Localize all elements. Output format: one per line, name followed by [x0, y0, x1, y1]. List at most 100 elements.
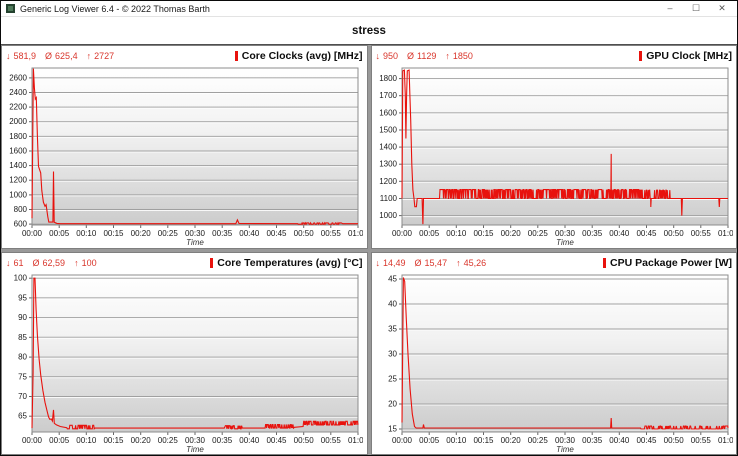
stat-max: 1850: [452, 51, 473, 61]
svg-text:800: 800: [14, 205, 28, 214]
svg-text:95: 95: [18, 293, 27, 302]
svg-text:00:25: 00:25: [527, 436, 548, 445]
chart-stats: ↓ 581,9 Ø 625,4 ↑ 2727: [6, 51, 123, 61]
chart-header: ↓ 61 Ø 62,59 ↑ 100 Core Temperatures (av…: [6, 255, 363, 271]
chart-header: ↓ 950 Ø 1129 ↑ 1850 GPU Clock [MHz]: [376, 48, 733, 64]
stat-min: 14,49: [383, 257, 406, 268]
stat-avg: 1129: [417, 51, 437, 61]
svg-text:00:50: 00:50: [294, 229, 315, 238]
chart-title: Core Clocks (avg) [MHz]: [241, 50, 363, 62]
svg-text:100: 100: [14, 273, 28, 282]
svg-text:00:40: 00:40: [239, 436, 260, 445]
svg-text:00:10: 00:10: [446, 436, 467, 445]
svg-text:00:50: 00:50: [663, 229, 684, 238]
maximize-button[interactable]: ☐: [691, 3, 701, 13]
svg-text:1500: 1500: [379, 126, 397, 135]
svg-text:2600: 2600: [9, 73, 27, 82]
svg-text:00:00: 00:00: [391, 229, 412, 238]
svg-text:1100: 1100: [379, 194, 397, 203]
svg-text:00:40: 00:40: [609, 229, 630, 238]
svg-text:00:50: 00:50: [663, 436, 684, 445]
svg-text:1600: 1600: [9, 147, 27, 156]
svg-text:00:55: 00:55: [690, 229, 711, 238]
min-arrow-icon: ↓: [375, 257, 381, 268]
svg-text:1200: 1200: [9, 176, 27, 185]
chart-header: ↓ 14,49 Ø 15,47 ↑ 45,26 CPU Package Powe…: [376, 255, 733, 271]
max-arrow-icon: ↑: [445, 51, 450, 61]
svg-text:00:45: 00:45: [636, 436, 657, 445]
svg-text:00:35: 00:35: [212, 229, 233, 238]
svg-text:00:40: 00:40: [609, 436, 630, 445]
stat-min: 581,9: [13, 51, 37, 61]
close-button[interactable]: ✕: [718, 3, 726, 13]
chart-plot-area: 15 20 25 30 35 40 45 00:00 00:05 00:10 00:15 00:20 0…: [376, 271, 733, 454]
window-controls: – ☐ ✕: [657, 1, 735, 16]
avg-icon: Ø: [414, 257, 422, 268]
min-arrow-icon: ↓: [375, 51, 381, 61]
svg-text:90: 90: [18, 313, 27, 322]
svg-text:00:00: 00:00: [391, 436, 412, 445]
svg-text:00:10: 00:10: [76, 229, 97, 238]
svg-text:00:40: 00:40: [239, 229, 260, 238]
svg-text:2000: 2000: [9, 117, 27, 126]
svg-text:00:15: 00:15: [103, 436, 124, 445]
charts-grid: ↓ 581,9 Ø 625,4 ↑ 2727 Core Clocks (avg)…: [1, 44, 737, 455]
chart-panel-core-temperatures: ↓ 61 Ø 62,59 ↑ 100 Core Temperatures (av…: [1, 251, 368, 455]
svg-text:1000: 1000: [9, 190, 27, 199]
svg-text:01:00: 01:00: [348, 436, 363, 445]
chart-title-group: GPU Clock [MHz]: [639, 50, 732, 62]
svg-text:00:05: 00:05: [49, 229, 70, 238]
max-arrow-icon: ↑: [86, 51, 92, 61]
stat-min: 950: [383, 51, 399, 61]
svg-text:00:35: 00:35: [582, 229, 603, 238]
svg-text:600: 600: [14, 220, 28, 229]
stat-avg: 62,59: [42, 257, 66, 268]
series-color-marker: [210, 257, 214, 268]
app-icon: [6, 4, 15, 13]
chart-plot-area: 600 800 1000 1200 1400 1600 1800 2000 2200 2400 26…: [6, 64, 363, 247]
svg-text:40: 40: [388, 299, 397, 308]
svg-text:Time: Time: [186, 238, 204, 247]
series-color-marker: [603, 257, 607, 268]
svg-text:65: 65: [18, 411, 27, 420]
svg-text:1000: 1000: [379, 211, 397, 220]
svg-text:00:45: 00:45: [266, 229, 287, 238]
tab-stress[interactable]: stress: [352, 24, 386, 37]
svg-text:1800: 1800: [9, 132, 27, 141]
svg-text:00:00: 00:00: [22, 229, 43, 238]
svg-text:15: 15: [388, 424, 397, 433]
min-arrow-icon: ↓: [6, 51, 11, 61]
stat-avg: 625,4: [55, 51, 78, 61]
svg-text:00:05: 00:05: [49, 436, 70, 445]
svg-text:00:10: 00:10: [76, 436, 97, 445]
svg-text:75: 75: [18, 372, 27, 381]
svg-text:00:55: 00:55: [321, 436, 342, 445]
svg-text:00:05: 00:05: [419, 436, 440, 445]
svg-text:1300: 1300: [379, 160, 397, 169]
svg-text:2400: 2400: [9, 88, 27, 97]
stat-max: 45,26: [463, 257, 487, 268]
avg-icon: Ø: [45, 51, 53, 61]
svg-text:00:25: 00:25: [158, 229, 179, 238]
svg-text:2200: 2200: [9, 103, 27, 112]
svg-text:00:15: 00:15: [473, 436, 494, 445]
core-clocks-chart: 600 800 1000 1200 1400 1600 1800 2000 2200 2400 26…: [9, 67, 363, 247]
svg-text:80: 80: [18, 352, 27, 361]
svg-text:01:00: 01:00: [717, 436, 732, 445]
svg-text:00:30: 00:30: [554, 436, 575, 445]
chart-stats: ↓ 61 Ø 62,59 ↑ 100: [6, 258, 106, 268]
svg-text:00:20: 00:20: [500, 229, 521, 238]
svg-text:00:15: 00:15: [473, 229, 494, 238]
minimize-button[interactable]: –: [667, 3, 673, 13]
svg-text:00:35: 00:35: [582, 436, 603, 445]
svg-text:00:45: 00:45: [266, 436, 287, 445]
svg-text:1600: 1600: [379, 108, 397, 117]
stat-avg: 15,47: [424, 257, 448, 268]
svg-text:00:05: 00:05: [419, 229, 440, 238]
min-arrow-icon: ↓: [6, 257, 11, 268]
chart-stats: ↓ 950 Ø 1129 ↑ 1850: [376, 51, 482, 61]
chart-title-group: Core Temperatures (avg) [°C]: [210, 257, 363, 269]
chart-panel-core-clocks: ↓ 581,9 Ø 625,4 ↑ 2727 Core Clocks (avg)…: [1, 45, 368, 249]
stat-min: 61: [13, 257, 24, 268]
chart-plot-area: 65 70 75 80 85 90 95 100 00:00 00:05 00:10 00:15 00:…: [6, 271, 363, 453]
